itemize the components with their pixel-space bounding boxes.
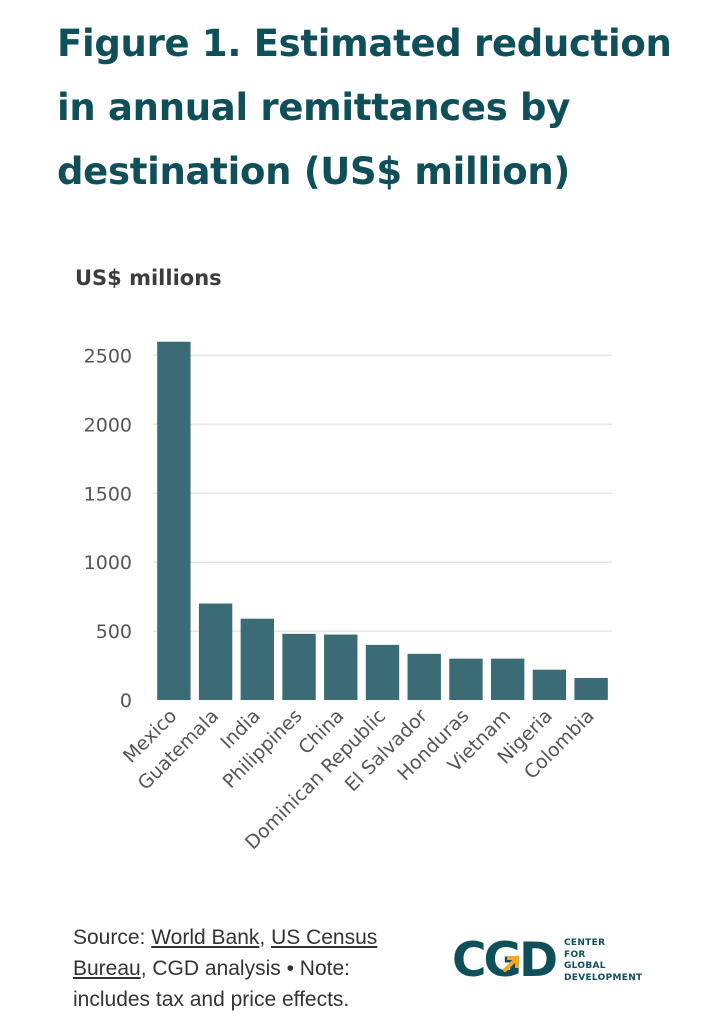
y-tick-label: 500: [96, 621, 132, 643]
chart-title: Figure 1. Estimated reduction in annual …: [57, 22, 672, 193]
cgd-logo: CGD CENTER FOR GLOBAL DEVELOPMENT: [452, 935, 652, 991]
logo-line-development: DEVELOPMENT: [564, 972, 643, 983]
y-tick-label: 1500: [84, 483, 132, 505]
source-prefix: Source:: [73, 926, 152, 949]
bar-mexico: [157, 341, 191, 700]
bar-vietnam: [490, 658, 525, 700]
bar-nigeria: [532, 669, 567, 700]
y-tick-label: 1000: [84, 552, 132, 574]
bar-el-salvador: [407, 653, 441, 700]
y-tick-label: 0: [120, 690, 132, 712]
bar-dominican-republic: [365, 644, 400, 700]
world-bank-link[interactable]: World Bank: [151, 926, 260, 949]
gridlines: [153, 354, 612, 632]
y-tick-label: 2000: [84, 414, 132, 436]
bars: [157, 341, 608, 700]
bar-china: [324, 634, 358, 700]
bar-philippines: [282, 633, 316, 700]
logo-line-for: FOR: [564, 949, 586, 960]
source-note: Source: World Bank, US Census Bureau, CG…: [73, 922, 418, 1015]
logo-line-center: CENTER: [564, 938, 606, 948]
y-tick-label: 2500: [84, 346, 132, 368]
bar-colombia: [574, 677, 608, 700]
x-tick-labels: MexicoGuatemalaIndiaPhilippinesChinaDomi…: [119, 705, 599, 854]
us-census-bureau-link[interactable]: US Census Bureau: [73, 926, 378, 980]
cgd-logo-mark: CGD: [452, 933, 558, 988]
y-tick-labels: 0 500 1000 1500 2000 2500: [84, 346, 132, 713]
arrow-icon: [503, 955, 520, 972]
bar-guatemala: [198, 603, 233, 700]
bar-honduras: [449, 658, 483, 700]
logo-line-global: GLOBAL: [564, 961, 606, 971]
bar-chart: US$ millions 0 500 1000 1500 2000 2500 Mexico…: [75, 266, 612, 854]
y-axis-title: US$ millions: [75, 266, 222, 290]
bar-india: [240, 618, 275, 700]
source-rest: , CGD analysis • Note: includes tax and …: [73, 957, 350, 1011]
source-separator: ,: [259, 926, 272, 949]
cgd-logo-text: CENTER FOR GLOBAL DEVELOPMENT: [564, 938, 642, 984]
